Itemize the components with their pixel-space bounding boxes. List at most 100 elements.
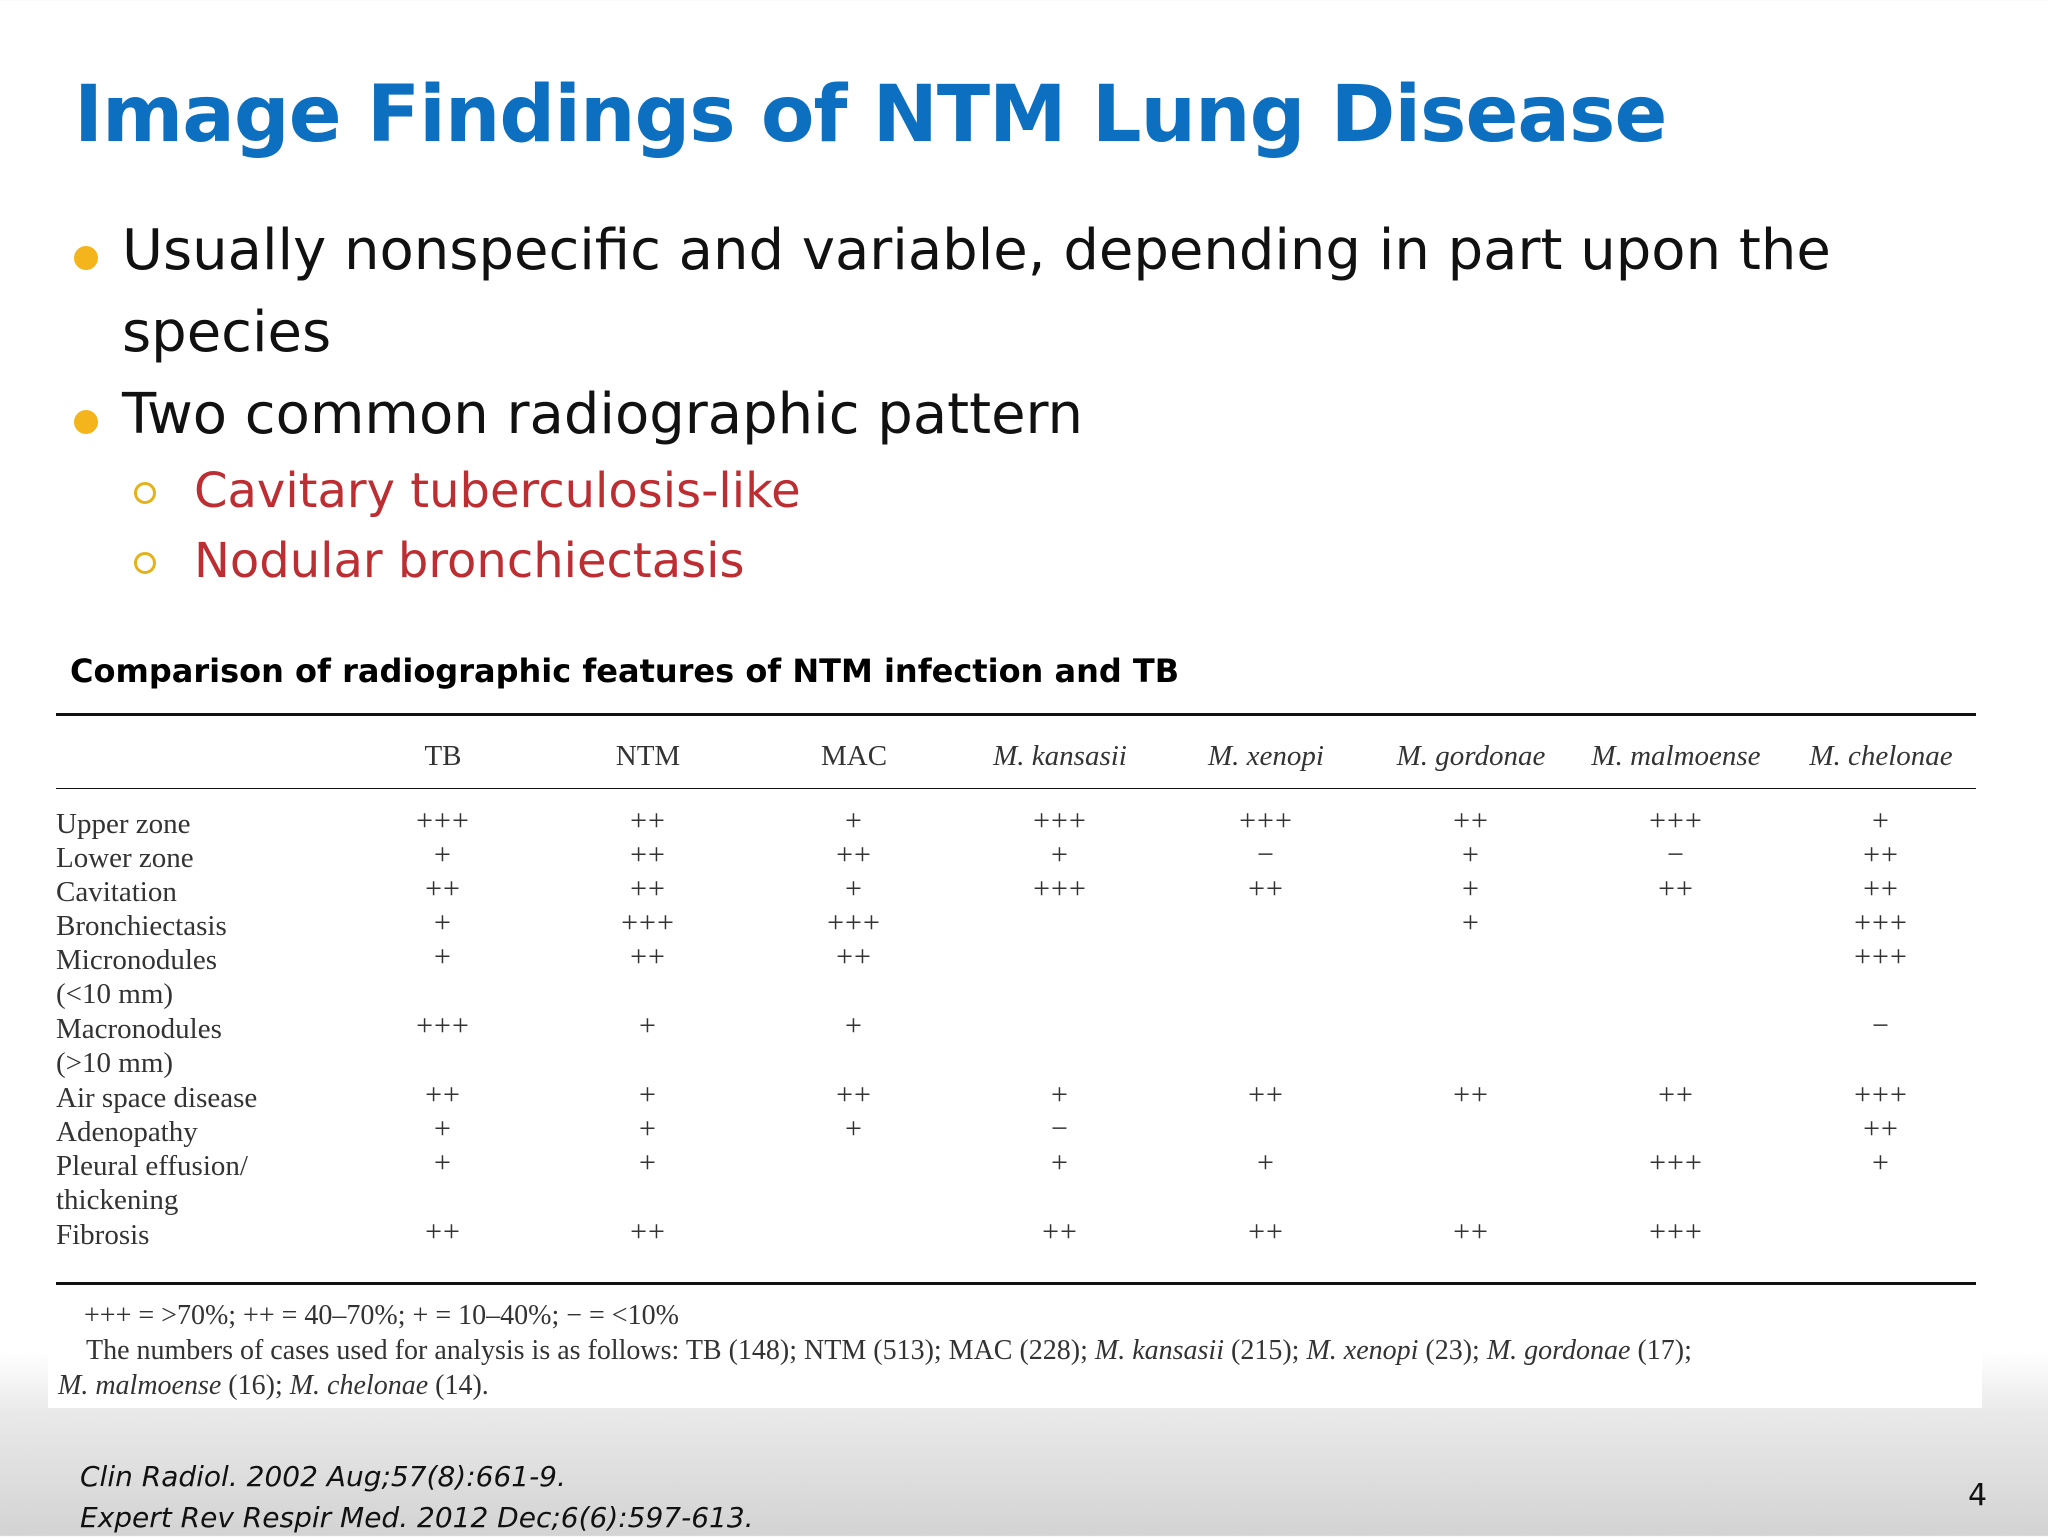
sub-bullet-text: Cavitary tuberculosis-like	[194, 463, 801, 519]
table-column-header: TB	[424, 740, 462, 772]
page-number: 4	[1968, 1478, 1988, 1513]
table-cell: +	[1051, 1078, 1069, 1111]
table-cell: ++	[425, 1215, 461, 1248]
table-cell: +	[639, 1146, 657, 1179]
table-cell: ++	[1863, 872, 1899, 905]
slide-title: Image Findings of NTM Lung Disease	[74, 70, 1667, 160]
table-row-label: Pleural effusion/thickening	[56, 1150, 248, 1216]
table-cell: ++	[836, 1078, 872, 1111]
table-row-label: Lower zone	[56, 842, 194, 874]
bullet-dot-icon	[74, 246, 98, 270]
table-cell: +	[1257, 1146, 1275, 1179]
table-cell: ++	[425, 1078, 461, 1111]
table-cell: +	[1462, 872, 1480, 905]
table-cell: +	[639, 1009, 657, 1042]
table-cell: −	[1872, 1009, 1890, 1042]
table-cell: +++	[416, 804, 470, 837]
table-row-label: Bronchiectasis	[56, 910, 227, 942]
table-legend: +++ = >70%; ++ = 40–70%; + = 10–40%; − =…	[84, 1300, 679, 1331]
table-cell: +++	[827, 906, 881, 939]
bullet-text: Usually nonspecific and variable, depend…	[122, 218, 1831, 283]
table-column-header: M. xenopi	[1208, 740, 1324, 772]
table-cell: +	[639, 1112, 657, 1145]
sub-bullet-ring-icon	[134, 552, 156, 574]
table-cell: +	[434, 1146, 452, 1179]
table-bottom-rule	[56, 1282, 1976, 1285]
table-column-header: MAC	[820, 740, 888, 772]
table-cell: +	[1872, 804, 1890, 837]
table-header-rule	[56, 788, 1976, 789]
table-cell: +	[845, 804, 863, 837]
comparison-table: TB NTM MAC M. kansasii M. xenopi M. gordonae M…	[48, 708, 1982, 1408]
reference-item: Clin Radiol. 2002 Aug;57(8):661-9.	[80, 1460, 566, 1493]
table-cell: ++	[630, 838, 666, 871]
bullet-dot-icon	[74, 410, 98, 434]
table-row-label: Air space disease	[56, 1082, 258, 1114]
table-column-header: NTM	[615, 740, 681, 772]
table-cell: +++	[1649, 1146, 1703, 1179]
table-cell: −	[1257, 838, 1275, 871]
table-cell: +++	[1033, 804, 1087, 837]
sub-bullet-ring-icon	[134, 482, 156, 504]
table-row-label: Macronodules (>10 mm)	[56, 1013, 222, 1079]
table-cell: +	[845, 1009, 863, 1042]
table-cell: ++	[1453, 1078, 1489, 1111]
table-cell: +	[845, 872, 863, 905]
table-row-label: Adenopathy	[56, 1116, 198, 1148]
sub-bullet-text: Nodular bronchiectasis	[194, 533, 745, 589]
bullet-list: Usually nonspecific and variable, depend…	[74, 210, 1974, 596]
bullet-item: Two common radiographic pattern	[74, 374, 1974, 456]
table-cell: +	[434, 906, 452, 939]
table-cell: +++	[1854, 940, 1908, 973]
table-row-label: Micronodules (<10 mm)	[56, 944, 218, 1010]
table-cell: ++	[630, 804, 666, 837]
table-row-label: Cavitation	[56, 876, 177, 908]
table-column-header: M. chelonae	[1809, 740, 1953, 772]
table-cell: +	[1872, 1146, 1890, 1179]
table-cell: +	[1051, 1146, 1069, 1179]
table-cell: −	[1051, 1112, 1069, 1145]
table-cell: +	[434, 1112, 452, 1145]
table-cell: +	[434, 838, 452, 871]
table-cell: +	[1462, 838, 1480, 871]
table-cell: ++	[1658, 872, 1694, 905]
table-cases-note-continued: M. malmoense (16); M. chelonae (14).	[58, 1370, 489, 1401]
table-top-rule	[56, 713, 1976, 716]
table-column-header: M. gordonae	[1396, 740, 1546, 772]
table-cases-note: The numbers of cases used for analysis i…	[86, 1335, 1692, 1366]
table-cell: −	[1667, 838, 1685, 871]
table-cell: +++	[1033, 872, 1087, 905]
table-cell: ++	[1863, 1112, 1899, 1145]
table-cell: ++	[1453, 1215, 1489, 1248]
table-cell: ++	[836, 838, 872, 871]
table-cell: ++	[836, 940, 872, 973]
table-cell: +++	[416, 1009, 470, 1042]
table-cell: +	[434, 940, 452, 973]
sub-bullet-item: Cavitary tuberculosis-like	[74, 456, 1974, 526]
references: Clin Radiol. 2002 Aug;57(8):661-9. Exper…	[80, 1456, 754, 1538]
bullet-text-continued: species	[122, 300, 332, 365]
table-cell: ++	[1863, 838, 1899, 871]
table-row-label: Upper zone	[56, 808, 191, 840]
table-cell: ++	[630, 1215, 666, 1248]
table-cell: +	[1462, 906, 1480, 939]
table-cell: ++	[1453, 804, 1489, 837]
table-cell: ++	[1248, 1078, 1284, 1111]
table-row-label: Fibrosis	[56, 1219, 150, 1251]
table-cell: ++	[1248, 872, 1284, 905]
table-cell: +++	[1239, 804, 1293, 837]
table-cell: ++	[425, 872, 461, 905]
bullet-item: Usually nonspecific and variable, depend…	[74, 210, 1974, 374]
table-cell: ++	[1248, 1215, 1284, 1248]
table-cell: +++	[1854, 906, 1908, 939]
table-cell: ++	[630, 872, 666, 905]
table-cell: +	[1051, 838, 1069, 871]
table-cell: +++	[1649, 804, 1703, 837]
table-cell: +++	[1854, 1078, 1908, 1111]
table-cell: +++	[1649, 1215, 1703, 1248]
bullet-text: Two common radiographic pattern	[122, 382, 1084, 447]
reference-item: Expert Rev Respir Med. 2012 Dec;6(6):597…	[80, 1501, 754, 1534]
table-cell: ++	[630, 940, 666, 973]
table-caption: Comparison of radiographic features of N…	[70, 652, 1180, 690]
table-cell: ++	[1042, 1215, 1078, 1248]
